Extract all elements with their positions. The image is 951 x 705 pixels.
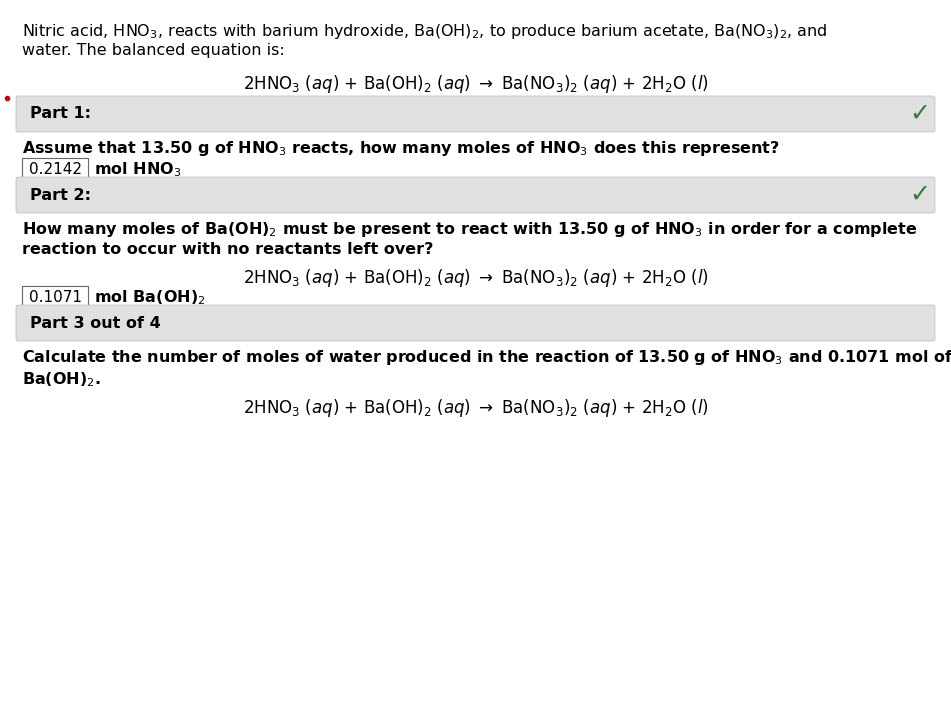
Text: 2HNO$_3$ $(aq)$ + Ba(OH)$_2$ $(aq)$ $\rightarrow$ Ba(NO$_3$)$_2$ $(aq)$ + 2H$_2$: 2HNO$_3$ $(aq)$ + Ba(OH)$_2$ $(aq)$ $\ri… <box>243 267 708 289</box>
Text: 0.1071: 0.1071 <box>29 290 82 305</box>
Text: Part 3 out of 4: Part 3 out of 4 <box>30 316 161 331</box>
Text: ✓: ✓ <box>909 183 930 207</box>
Text: Part 2:: Part 2: <box>30 188 91 202</box>
Text: How many moles of Ba(OH)$_2$ must be present to react with 13.50 g of HNO$_3$ in: How many moles of Ba(OH)$_2$ must be pre… <box>22 220 917 239</box>
Text: 2HNO$_3$ $(aq)$ + Ba(OH)$_2$ $(aq)$ $\rightarrow$ Ba(NO$_3$)$_2$ $(aq)$ + 2H$_2$: 2HNO$_3$ $(aq)$ + Ba(OH)$_2$ $(aq)$ $\ri… <box>243 397 708 419</box>
Text: Nitric acid, HNO$_3$, reacts with barium hydroxide, Ba(OH)$_2$, to produce bariu: Nitric acid, HNO$_3$, reacts with barium… <box>22 22 827 41</box>
Text: Ba(OH)$_2$.: Ba(OH)$_2$. <box>22 370 101 388</box>
Text: mol Ba(OH)$_2$: mol Ba(OH)$_2$ <box>94 288 205 307</box>
FancyBboxPatch shape <box>16 305 935 341</box>
Text: Assume that 13.50 g of HNO$_3$ reacts, how many moles of HNO$_3$ does this repre: Assume that 13.50 g of HNO$_3$ reacts, h… <box>22 139 780 158</box>
FancyBboxPatch shape <box>16 177 935 213</box>
Text: reaction to occur with no reactants left over?: reaction to occur with no reactants left… <box>22 242 434 257</box>
Text: 2HNO$_3$ $(aq)$ + Ba(OH)$_2$ $(aq)$ $\rightarrow$ Ba(NO$_3$)$_2$ $(aq)$ + 2H$_2$: 2HNO$_3$ $(aq)$ + Ba(OH)$_2$ $(aq)$ $\ri… <box>243 73 708 95</box>
Bar <box>22 158 88 182</box>
FancyBboxPatch shape <box>16 96 935 132</box>
Text: Part 1:: Part 1: <box>30 106 91 121</box>
Text: ✓: ✓ <box>909 102 930 126</box>
Text: 0.2142: 0.2142 <box>29 162 82 178</box>
Text: water. The balanced equation is:: water. The balanced equation is: <box>22 43 284 58</box>
Text: Calculate the number of moles of water produced in the reaction of 13.50 g of HN: Calculate the number of moles of water p… <box>22 348 951 367</box>
Text: mol HNO$_3$: mol HNO$_3$ <box>94 161 182 179</box>
Bar <box>22 286 88 310</box>
